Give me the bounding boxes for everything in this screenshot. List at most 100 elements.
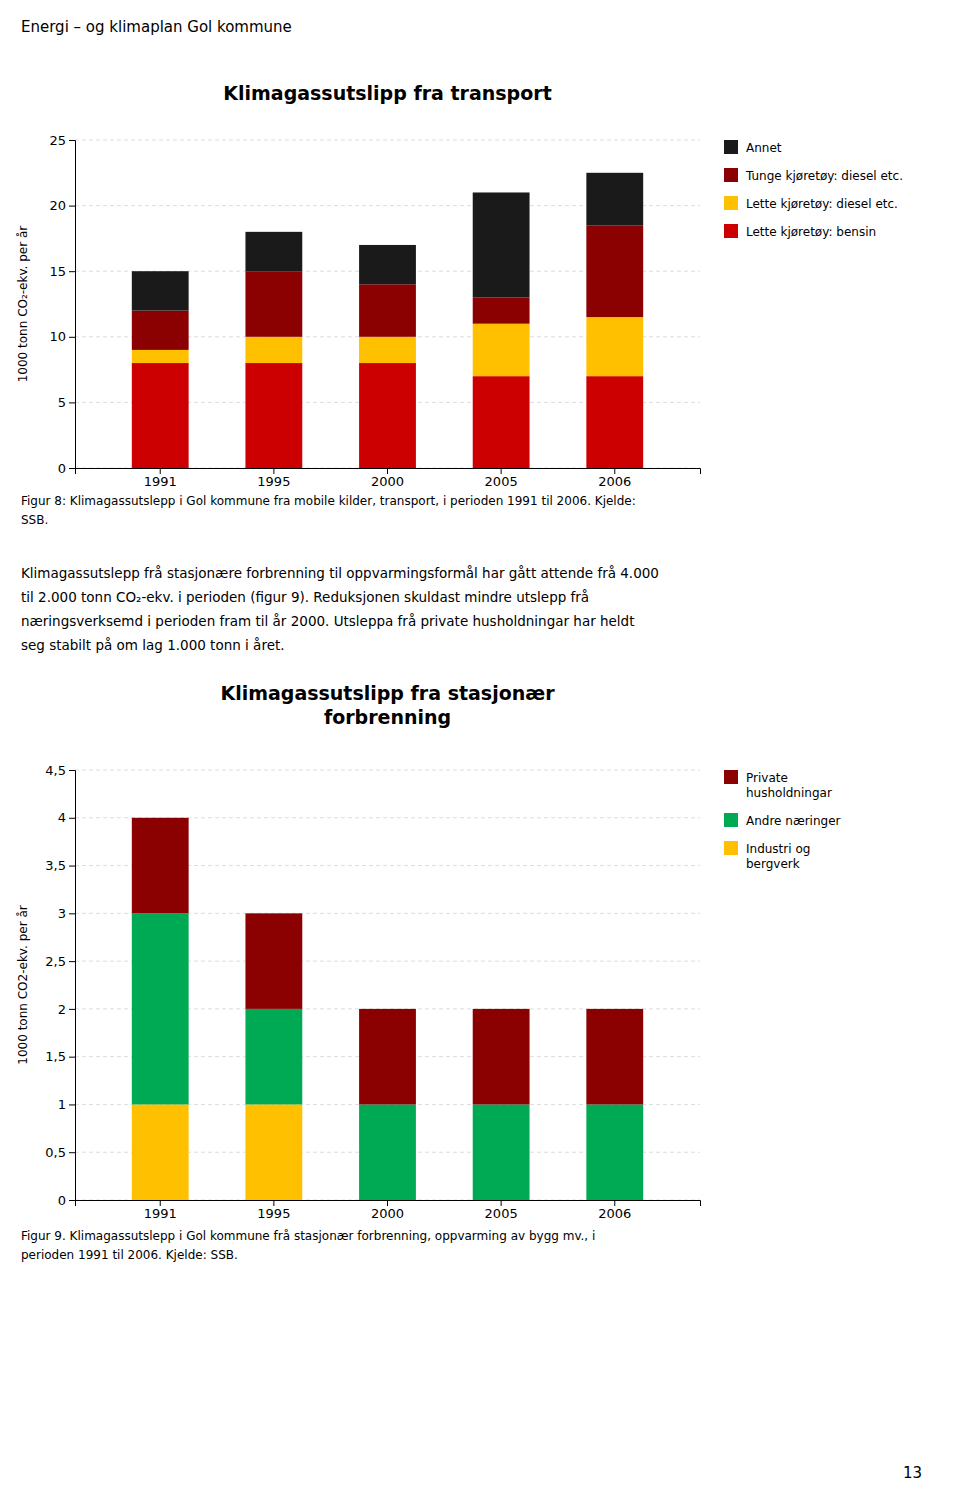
legend-swatch (724, 224, 738, 238)
x-tick-mark (501, 468, 502, 474)
x-tick-label: 2000 (371, 1206, 404, 1221)
y-tick: 4,5 (45, 763, 75, 778)
x-tick-mark (387, 1200, 388, 1206)
bar (359, 1009, 416, 1105)
y-tick-label: 15 (49, 264, 66, 279)
y-axis: 0510152025 (49, 133, 75, 476)
legend: Annet Tunge kjøretøy: diesel etc. Lette kj… (724, 140, 903, 239)
y-tick-mark (69, 961, 75, 962)
bars (132, 818, 643, 1200)
page-number: 13 (903, 1464, 922, 1482)
x-tick-label: 1991 (144, 1206, 177, 1221)
y-tick: 25 (49, 133, 75, 148)
x-tick-label: 1995 (257, 474, 290, 489)
legend-item: Industri ogbergverk (724, 841, 810, 871)
bar (132, 913, 189, 1104)
caption: perioden 1991 til 2006. Kjelde: SSB. (21, 1248, 238, 1262)
x-tick-mark (614, 468, 615, 474)
x-axis-line (76, 1201, 701, 1207)
chart-title: Klimagassutslipp fra stasjonærforbrennin… (220, 682, 555, 728)
grid-line (75, 770, 700, 771)
x-axis-line (76, 469, 701, 475)
y-tick-label: 10 (49, 329, 66, 344)
bar (245, 1104, 302, 1200)
x-tick-label: 2005 (485, 1206, 518, 1221)
y-tick-mark (69, 1057, 75, 1058)
x-tick-label: 2006 (598, 474, 631, 489)
y-tick: 15 (49, 264, 75, 279)
x-tick: 2000 (371, 468, 404, 489)
bar-series (132, 913, 643, 1200)
x-tick: 2000 (371, 1200, 404, 1221)
legend-item: Lette kjøretøy: diesel etc. (724, 196, 898, 211)
chart: Klimagassutslipp fra transport0510152025… (16, 82, 903, 527)
bar (473, 324, 530, 376)
y-tick: 2,5 (45, 954, 75, 969)
grid-line (75, 140, 700, 141)
legend-item: Annet (724, 140, 782, 155)
page: Energi – og klimaplan Gol kommune Klimaga… (0, 0, 960, 1498)
y-tick-mark (69, 770, 75, 771)
x-tick-mark (273, 1200, 274, 1206)
legend-item: Lette kjøretøy: bensin (724, 224, 876, 239)
bar (586, 317, 643, 376)
bar (132, 1104, 189, 1200)
y-tick: 0 (58, 1193, 75, 1208)
bar (473, 1009, 530, 1105)
x-tick-mark (501, 1200, 502, 1206)
x-tick-label: 2000 (371, 474, 404, 489)
legend-item: Andre næringer (724, 813, 841, 828)
bar (245, 1009, 302, 1105)
x-tick-mark (160, 1200, 161, 1206)
y-tick: 1,5 (45, 1049, 75, 1064)
bar (359, 245, 416, 284)
y-tick: 0,5 (45, 1145, 75, 1160)
bar (473, 1104, 530, 1200)
x-axis: 1991 1995 2000 2005 2006 (76, 468, 701, 489)
y-tick: 3,5 (45, 858, 75, 873)
body-text: næringsverksemd i perioden fram til år 2… (21, 613, 634, 629)
legend-label: Annet (746, 141, 782, 155)
legend-swatch (724, 168, 738, 182)
y-tick-mark (69, 402, 75, 403)
caption: SSB. (21, 513, 48, 527)
x-tick-mark (273, 468, 274, 474)
bar (245, 913, 302, 1009)
bar (473, 376, 530, 468)
bar (245, 337, 302, 363)
grid (75, 770, 700, 1200)
legend-label: Andre næringer (746, 814, 841, 828)
y-tick: 3 (58, 906, 75, 921)
y-axis-title: 1000 tonn CO2-ekv. per år (16, 905, 30, 1064)
y-tick: 5 (58, 395, 75, 410)
y-tick: 20 (49, 198, 75, 213)
bar-series (132, 1104, 302, 1200)
y-tick-label: 4 (58, 810, 66, 825)
bar (586, 1009, 643, 1105)
y-tick-label: 1 (58, 1097, 66, 1112)
legend-item: Tunge kjøretøy: diesel etc. (724, 168, 903, 183)
y-tick-label: 3,5 (45, 858, 66, 873)
page-title: Energi – og klimaplan Gol kommune (21, 18, 292, 36)
bar (359, 284, 416, 336)
chart-title: Klimagassutslipp fra transport (223, 82, 551, 104)
y-tick-label: 0,5 (45, 1145, 66, 1160)
bar-series (132, 818, 643, 1105)
y-tick-mark (69, 468, 75, 469)
bar (359, 1104, 416, 1200)
x-tick-mark (387, 468, 388, 474)
y-tick-label: 2 (58, 1002, 66, 1017)
legend: PrivatehusholdningarAndre næringerIndust… (724, 770, 841, 871)
y-tick: 10 (49, 329, 75, 344)
y-tick-mark (69, 818, 75, 819)
y-tick-mark (69, 1104, 75, 1105)
y-tick-label: 0 (58, 1193, 66, 1208)
y-tick-label: 5 (58, 395, 66, 410)
x-tick: 2005 (485, 468, 518, 489)
legend-label: Lette kjøretøy: diesel etc. (746, 197, 898, 211)
y-axis: 0 0,5 1 1,5 2 2,5 3 3,5 4 4,5 (45, 763, 75, 1208)
x-tick-label: 1991 (144, 474, 177, 489)
x-tick: 2006 (598, 1200, 631, 1221)
legend-swatch (724, 140, 738, 154)
y-tick-label: 25 (49, 133, 66, 148)
